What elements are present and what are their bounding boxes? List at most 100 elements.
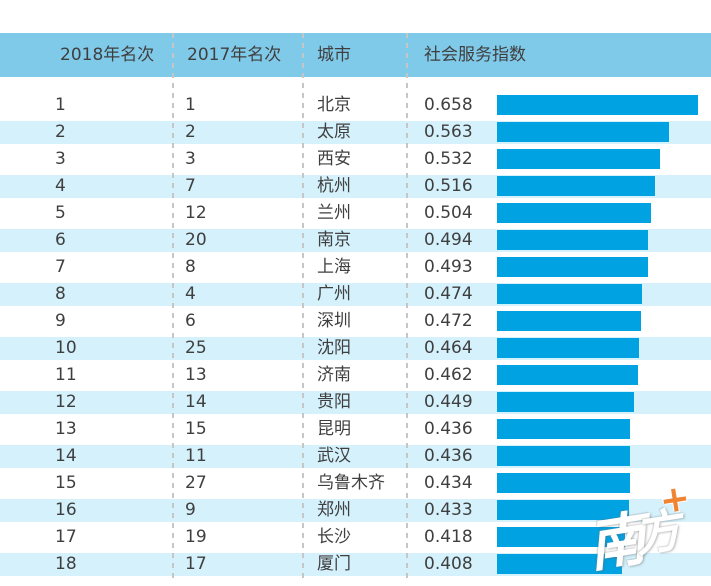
- table-row: 1 1 北京 0.658: [0, 92, 711, 119]
- index-value-cell: 0.532: [424, 149, 473, 169]
- index-value-cell: 0.449: [424, 392, 473, 412]
- city-cell: 北京: [317, 95, 351, 115]
- rank-2017-cell: 19: [185, 527, 207, 547]
- rank-2017-cell: 20: [185, 230, 207, 250]
- index-value-cell: 0.434: [424, 473, 473, 493]
- rank-2018-cell: 9: [55, 311, 66, 331]
- index-bar: [497, 446, 631, 466]
- rank-2018-cell: 14: [55, 446, 77, 466]
- index-value-cell: 0.436: [424, 446, 473, 466]
- index-value-cell: 0.472: [424, 311, 473, 331]
- table-row: 6 20 南京 0.494: [0, 227, 711, 254]
- rank-2017-cell: 8: [185, 257, 196, 277]
- index-bar: [497, 365, 639, 385]
- rank-2018-cell: 10: [55, 338, 77, 358]
- column-header-city: 城市: [317, 45, 351, 65]
- table-row: 13 15 昆明 0.436: [0, 416, 711, 443]
- table-row: 12 14 贵阳 0.449: [0, 389, 711, 416]
- rank-2018-cell: 16: [55, 500, 77, 520]
- index-bar: [497, 473, 630, 493]
- index-bar: [497, 122, 669, 142]
- city-cell: 昆明: [317, 419, 351, 439]
- index-bar: [497, 257, 648, 277]
- city-cell: 太原: [317, 122, 351, 142]
- table-row: 10 25 沈阳 0.464: [0, 335, 711, 362]
- table-row: 4 7 杭州 0.516: [0, 173, 711, 200]
- city-cell: 西安: [317, 149, 351, 169]
- index-value-cell: 0.433: [424, 500, 473, 520]
- index-bar: [497, 176, 655, 196]
- index-bar: [497, 149, 660, 169]
- index-value-cell: 0.504: [424, 203, 473, 223]
- index-value-cell: 0.474: [424, 284, 473, 304]
- index-value-cell: 0.563: [424, 122, 473, 142]
- rank-2017-cell: 15: [185, 419, 207, 439]
- rank-2018-cell: 15: [55, 473, 77, 493]
- index-bar: [497, 95, 698, 115]
- rank-2018-cell: 17: [55, 527, 77, 547]
- city-cell: 杭州: [317, 176, 351, 196]
- city-cell: 上海: [317, 257, 351, 277]
- rank-2017-cell: 13: [185, 365, 207, 385]
- city-cell: 沈阳: [317, 338, 351, 358]
- rank-2017-cell: 11: [185, 446, 207, 466]
- index-value-cell: 0.464: [424, 338, 473, 358]
- rank-2018-cell: 18: [55, 554, 77, 574]
- rank-2017-cell: 27: [185, 473, 207, 493]
- table-row: 17 19 长沙 0.418: [0, 524, 711, 551]
- table-row: 9 6 深圳 0.472: [0, 308, 711, 335]
- table-row: 15 27 乌鲁木齐 0.434: [0, 470, 711, 497]
- index-value-cell: 0.516: [424, 176, 473, 196]
- rank-2017-cell: 12: [185, 203, 207, 223]
- city-cell: 深圳: [317, 311, 351, 331]
- index-bar: [497, 230, 648, 250]
- rank-2018-cell: 5: [55, 203, 66, 223]
- column-header-rank-2018: 2018年名次: [60, 45, 155, 65]
- table-row: 3 3 西安 0.532: [0, 146, 711, 173]
- table-row: 8 4 广州 0.474: [0, 281, 711, 308]
- rank-2018-cell: 13: [55, 419, 77, 439]
- table-row: 7 8 上海 0.493: [0, 254, 711, 281]
- table-row: 16 9 郑州 0.433: [0, 497, 711, 524]
- table-row: 2 2 太原 0.563: [0, 119, 711, 146]
- index-value-cell: 0.436: [424, 419, 473, 439]
- index-value-cell: 0.418: [424, 527, 473, 547]
- table-row: 18 17 厦门 0.408: [0, 551, 711, 578]
- index-value-cell: 0.462: [424, 365, 473, 385]
- rank-2017-cell: 17: [185, 554, 207, 574]
- index-bar: [497, 311, 642, 331]
- index-bar: [497, 554, 622, 574]
- rank-2018-cell: 3: [55, 149, 66, 169]
- rank-2018-cell: 11: [55, 365, 77, 385]
- city-cell: 南京: [317, 230, 351, 250]
- table-header-row: 2018年名次 2017年名次 城市 社会服务指数: [0, 33, 711, 77]
- rank-2018-cell: 2: [55, 122, 66, 142]
- city-cell: 贵阳: [317, 392, 351, 412]
- city-cell: 武汉: [317, 446, 351, 466]
- rank-2018-cell: 12: [55, 392, 77, 412]
- rank-2017-cell: 14: [185, 392, 207, 412]
- index-bar: [497, 338, 639, 358]
- rank-2018-cell: 6: [55, 230, 66, 250]
- city-cell: 广州: [317, 284, 351, 304]
- city-cell: 厦门: [317, 554, 351, 574]
- city-cell: 乌鲁木齐: [317, 473, 385, 493]
- column-separator-2: [302, 33, 304, 578]
- rank-2018-cell: 4: [55, 176, 66, 196]
- index-value-cell: 0.493: [424, 257, 473, 277]
- index-bar: [497, 392, 635, 412]
- rank-2017-cell: 7: [185, 176, 196, 196]
- rank-2017-cell: 1: [185, 95, 196, 115]
- column-separator-1: [172, 33, 174, 578]
- table-row: 14 11 武汉 0.436: [0, 443, 711, 470]
- table-row: 5 12 兰州 0.504: [0, 200, 711, 227]
- city-cell: 郑州: [317, 500, 351, 520]
- rank-2017-cell: 6: [185, 311, 196, 331]
- rank-2017-cell: 4: [185, 284, 196, 304]
- city-cell: 长沙: [317, 527, 351, 547]
- table-row: 11 13 济南 0.462: [0, 362, 711, 389]
- city-cell: 兰州: [317, 203, 351, 223]
- index-bar: [497, 419, 631, 439]
- city-cell: 济南: [317, 365, 351, 385]
